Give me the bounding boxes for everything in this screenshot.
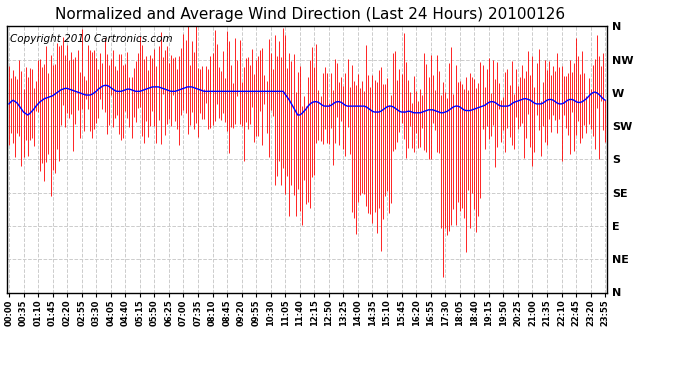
Text: Copyright 2010 Cartronics.com: Copyright 2010 Cartronics.com bbox=[10, 34, 172, 44]
Text: Normalized and Average Wind Direction (Last 24 Hours) 20100126: Normalized and Average Wind Direction (L… bbox=[55, 8, 566, 22]
